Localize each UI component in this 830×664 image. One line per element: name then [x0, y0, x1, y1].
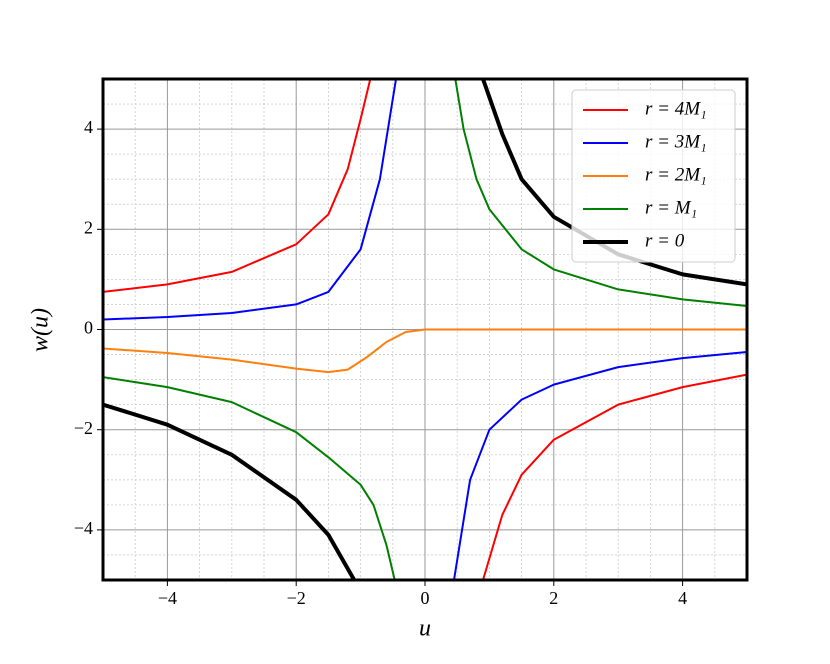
x-tick-label: 0	[421, 588, 430, 608]
x-axis-label: u	[419, 616, 431, 642]
x-tick-label: 2	[549, 588, 558, 608]
y-tick-label: −2	[74, 418, 93, 438]
y-tick-label: 0	[84, 318, 93, 338]
y-tick-label: −4	[74, 518, 93, 538]
series-line	[103, 328, 747, 374]
y-tick-label: 4	[84, 117, 93, 137]
series-line	[103, 79, 747, 580]
plot-lines	[103, 79, 747, 580]
series-line	[103, 79, 747, 580]
x-tick-label: 4	[678, 588, 687, 608]
legend-label: r = 3M₁	[645, 131, 707, 152]
series-line	[103, 79, 747, 580]
y-axis-label: w(u)	[28, 308, 54, 352]
y-tick-label: 2	[84, 217, 93, 237]
plot-frame	[101, 77, 749, 582]
x-tick-label: −4	[158, 588, 177, 608]
x-tick-label: −2	[287, 588, 306, 608]
legend-label: r = 4M₁	[645, 98, 707, 119]
legend-label: r = 2M₁	[645, 164, 707, 185]
legend-box	[571, 89, 736, 263]
legend-label: r = M₁	[645, 197, 697, 218]
series-line	[103, 79, 747, 580]
legend-label: r = 0	[645, 230, 685, 251]
